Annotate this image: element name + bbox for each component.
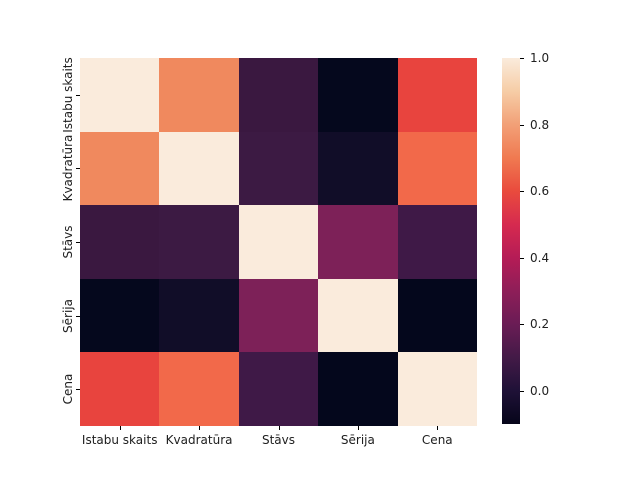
x-axis-tick xyxy=(199,426,201,430)
heatmap-cell xyxy=(238,205,319,279)
heatmap-cell xyxy=(159,205,239,279)
heatmap-cell xyxy=(238,278,319,353)
y-tick-label: Istabu skaits xyxy=(61,57,75,133)
y-axis-tick xyxy=(76,168,80,170)
x-tick-label: Sērija xyxy=(340,433,375,447)
y-tick-label: Kvadratūra xyxy=(61,134,75,202)
heatmap-cell xyxy=(397,352,477,426)
heatmap-cell xyxy=(80,58,160,132)
y-tick-label: Sērija xyxy=(61,298,75,333)
heatmap-cell xyxy=(80,352,160,426)
heatmap-cell xyxy=(318,205,398,279)
heatmap-cell xyxy=(80,131,160,206)
heatmap-cell xyxy=(238,352,319,426)
heatmap-cell xyxy=(80,278,160,353)
colorbar-tick xyxy=(520,191,524,193)
y-tick-label: Cena xyxy=(61,373,75,405)
heatmap-cell xyxy=(80,205,160,279)
x-axis-tick xyxy=(357,426,359,430)
y-axis-tick xyxy=(76,242,80,243)
colorbar-tick xyxy=(520,324,524,326)
y-axis-tick xyxy=(76,389,80,391)
x-tick-label: Cena xyxy=(421,433,453,447)
heatmap xyxy=(80,58,477,426)
heatmap-cell xyxy=(397,205,477,279)
x-tick-label: Stāvs xyxy=(261,433,296,447)
colorbar xyxy=(502,58,520,424)
heatmap-cell xyxy=(318,278,398,353)
colorbar-tick-label: 0.6 xyxy=(530,184,550,199)
heatmap-cell xyxy=(159,352,239,426)
heatmap-cell xyxy=(159,58,239,132)
colorbar-tick-label: 0.2 xyxy=(530,317,550,332)
y-tick-label: Stāvs xyxy=(61,225,75,259)
heatmap-cell xyxy=(397,58,477,132)
x-axis-tick xyxy=(278,426,280,430)
colorbar-tick-label: 0.4 xyxy=(530,250,550,265)
heatmap-cell xyxy=(159,131,239,206)
heatmap-cell xyxy=(159,278,239,353)
heatmap-cell xyxy=(397,131,477,206)
heatmap-cell xyxy=(397,278,477,353)
x-tick-label: Kvadratūra xyxy=(165,433,233,447)
x-axis-tick xyxy=(437,426,439,430)
colorbar-tick-label: 0.0 xyxy=(530,383,550,398)
x-axis-tick xyxy=(119,426,121,430)
colorbar-tick xyxy=(520,124,524,126)
colorbar-tick xyxy=(520,58,524,59)
x-tick-label: Istabu skaits xyxy=(81,433,158,447)
heatmap-cell xyxy=(318,131,398,206)
y-axis-tick xyxy=(76,94,80,96)
y-axis-tick xyxy=(76,315,80,317)
colorbar-tick xyxy=(520,390,524,392)
colorbar-tick-label: 1.0 xyxy=(530,51,550,65)
colorbar-tick xyxy=(520,257,524,259)
heatmap-cell xyxy=(238,58,319,132)
heatmap-cell xyxy=(318,352,398,426)
colorbar-tick-label: 0.8 xyxy=(530,117,550,132)
heatmap-cell xyxy=(238,131,319,206)
heatmap-cell xyxy=(318,58,398,132)
